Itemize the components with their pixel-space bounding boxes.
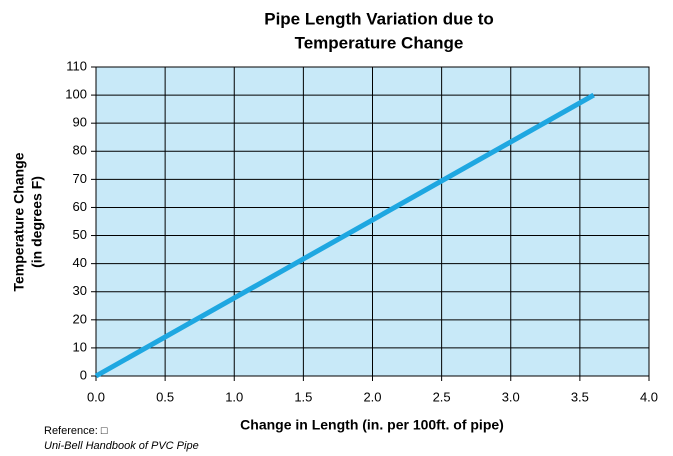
x-tick-label: 4.0	[640, 389, 658, 404]
x-tick-label: 1.0	[225, 389, 243, 404]
y-tick-label: 0	[80, 367, 87, 382]
y-tick-label: 100	[65, 87, 87, 102]
y-tick-label: 30	[73, 283, 87, 298]
x-tick-label: 1.5	[294, 389, 312, 404]
y-tick-label: 90	[73, 115, 87, 130]
x-tick-label: 3.0	[502, 389, 520, 404]
y-tick-label: 10	[73, 339, 87, 354]
y-tick-label: 110	[66, 58, 87, 73]
y-tick-label: 40	[73, 255, 87, 270]
chart-title: Pipe Length Variation due to	[264, 9, 494, 28]
x-tick-label: 0.0	[87, 389, 105, 404]
y-axis-label: Temperature Change	[11, 152, 27, 291]
x-tick-label: 3.5	[571, 389, 589, 404]
y-tick-label: 80	[73, 143, 87, 158]
y-tick-label: 20	[73, 311, 87, 326]
y-tick-label: 50	[73, 227, 87, 242]
x-tick-label: 0.5	[156, 389, 174, 404]
chart-title: Temperature Change	[295, 33, 464, 52]
reference: Reference: □	[44, 425, 108, 437]
source: Uni-Bell Handbook of PVC Pipe	[44, 440, 199, 452]
y-tick-label: 60	[73, 199, 87, 214]
data-line	[94, 92, 595, 379]
y-axis-label: (in degrees F)	[29, 176, 45, 268]
x-tick-label: 2.0	[363, 389, 381, 404]
x-tick-label: 2.5	[433, 389, 451, 404]
x-axis-label: Change in Length (in. per 100ft. of pipe…	[240, 417, 504, 433]
y-tick-label: 70	[73, 171, 87, 186]
